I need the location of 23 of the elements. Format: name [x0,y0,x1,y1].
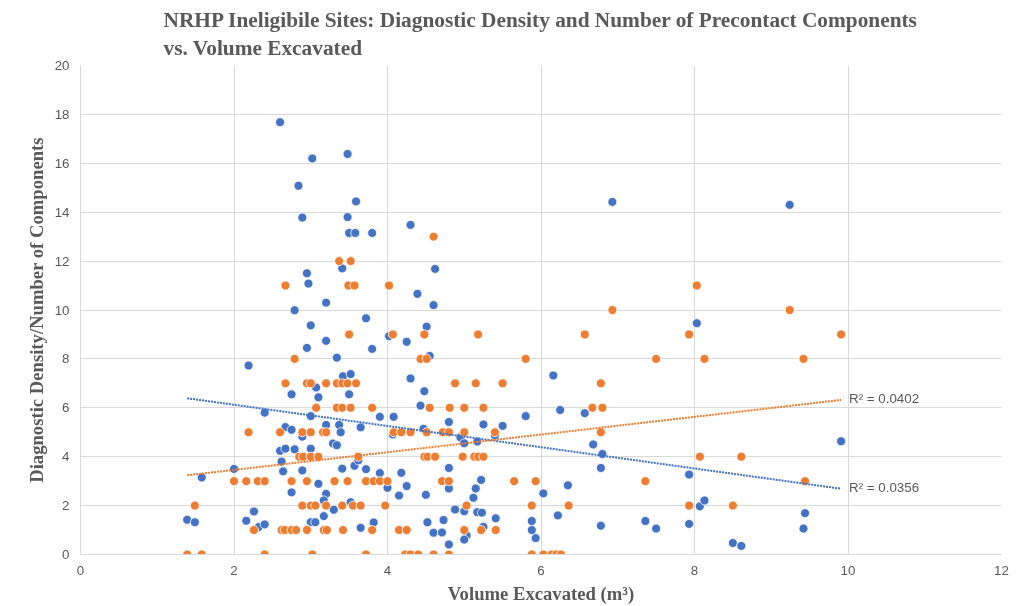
x-tick-label: 6 [537,562,545,578]
y-tick-label: 18 [54,106,70,122]
y-tick-label: 0 [62,547,70,562]
annotation: R² = 0.0356 [849,479,920,495]
x-tick-label: 8 [690,562,699,578]
annotation: R² = 0.0402 [849,390,920,406]
x-tick-label: 0 [76,562,85,578]
x-tick-label: 12 [994,562,1009,578]
x-axis-title: Volume Excavated (m³) [447,582,635,605]
chart-title: NRHP Ineligibile Sites: Diagnostic Density and Number of Precontact Components vs. Volume Excavated [163,7,917,61]
y-tick-label: 12 [54,253,70,269]
y-tick-label: 4 [62,449,71,465]
y-tick-label: 8 [62,351,70,367]
y-tick-label: 14 [54,204,71,220]
x-tick-label: 2 [230,562,238,578]
x-tick-label: 10 [840,562,856,578]
y-tick-label: 16 [54,155,70,171]
y-tick-label: 20 [54,58,70,73]
x-tick-label: 4 [383,562,392,578]
y-axis-title: Diagnostic Density/Number of Components [25,137,47,483]
y-tick-label: 6 [62,400,70,416]
y-tick-label: 2 [62,498,70,514]
y-tick-label: 10 [54,302,70,318]
